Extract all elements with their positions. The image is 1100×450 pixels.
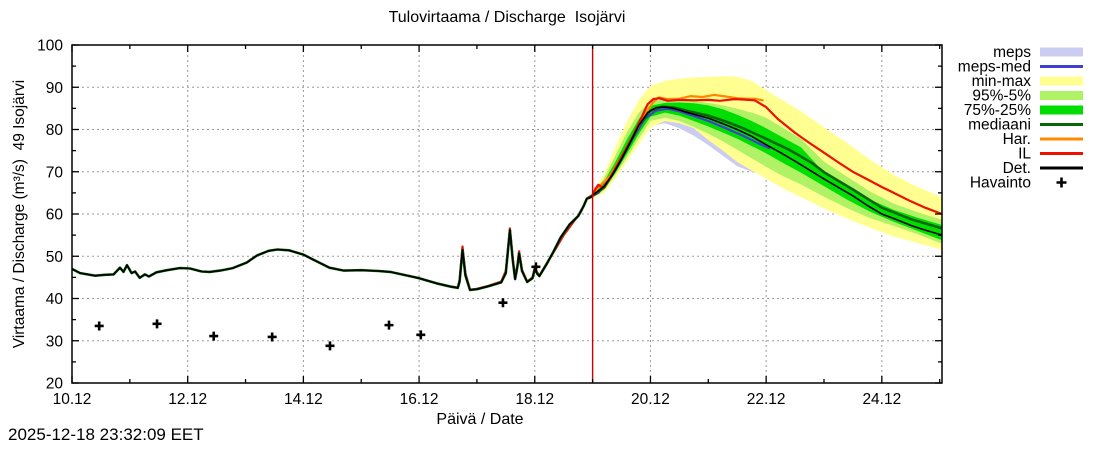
legend-line-swatch bbox=[1040, 166, 1083, 170]
forecast-bands bbox=[593, 76, 942, 250]
tick-label: 10.12 bbox=[53, 391, 92, 408]
p75-25-band bbox=[593, 102, 942, 241]
tick-label: 75%-25% bbox=[964, 102, 1031, 119]
tick-label: 100 bbox=[37, 38, 63, 55]
tick-label: meps bbox=[993, 44, 1031, 61]
legend-item-har-: Har. bbox=[1003, 131, 1083, 148]
legend-item-il: IL bbox=[1018, 146, 1083, 163]
y-axis-label: Virtaama / Discharge (m³/s) 49 Isojärvi bbox=[11, 80, 28, 348]
il-forecast-line bbox=[591, 97, 942, 216]
tick-label: 24.12 bbox=[862, 391, 901, 408]
tick-label: 20.12 bbox=[631, 391, 670, 408]
tick-label: 22.12 bbox=[747, 391, 786, 408]
legend-line-swatch bbox=[1040, 123, 1083, 126]
legend-marker-swatch bbox=[1056, 177, 1067, 188]
legend-line-swatch bbox=[1040, 152, 1083, 155]
tick-label: 40 bbox=[46, 291, 64, 308]
det-history-line bbox=[72, 194, 594, 291]
legend: mepsmeps-medmin-max95%-5%75%-25%mediaani… bbox=[958, 44, 1083, 192]
tick-label: meps-med bbox=[958, 59, 1031, 76]
observation-marker bbox=[384, 320, 394, 330]
legend-band-swatch bbox=[1040, 76, 1083, 86]
observation-marker bbox=[152, 319, 162, 329]
tick-label: mediaani bbox=[968, 117, 1031, 134]
legend-item-min-max: min-max bbox=[972, 73, 1083, 90]
tick-label: 80 bbox=[46, 122, 64, 139]
chart-title: Tulovirtaama / Discharge Isojärvi bbox=[388, 9, 626, 26]
tick-label: Havainto bbox=[970, 175, 1031, 192]
observation-marker bbox=[209, 331, 219, 341]
legend-band-swatch bbox=[1040, 105, 1083, 115]
legend-item-75-25-: 75%-25% bbox=[964, 102, 1083, 119]
legend-item-havainto: Havainto bbox=[970, 175, 1067, 192]
tick-label: Har. bbox=[1003, 131, 1031, 148]
x-axis-label: Päivä / Date bbox=[436, 411, 524, 428]
legend-line-swatch bbox=[1040, 137, 1083, 141]
observation-markers bbox=[94, 262, 541, 351]
tick-label: 60 bbox=[46, 207, 64, 224]
timestamp: 2025-12-18 23:32:09 EET bbox=[8, 425, 204, 444]
y-axis-label-text: Virtaama / Discharge (m³/s) 49 Isojärvi bbox=[11, 80, 28, 348]
legend-item-meps-med: meps-med bbox=[958, 59, 1083, 76]
tick-label: 90 bbox=[46, 80, 64, 97]
observation-marker bbox=[416, 330, 426, 340]
tick-label: 16.12 bbox=[400, 391, 439, 408]
tick-labels: 20 30 40 50 60 70 80 90 100 10.12 12.12 14.12 16.12 1… bbox=[37, 38, 901, 409]
observation-marker bbox=[498, 298, 508, 308]
legend-item-meps: meps bbox=[993, 44, 1083, 61]
tick-label: 70 bbox=[46, 164, 64, 181]
tick-label: 50 bbox=[46, 249, 64, 266]
il-history-line bbox=[446, 193, 594, 291]
tick-label: min-max bbox=[972, 73, 1032, 90]
legend-line-swatch bbox=[1040, 65, 1083, 68]
tick-label: IL bbox=[1018, 146, 1031, 163]
observation-marker bbox=[94, 321, 104, 331]
tick-label: 18.12 bbox=[515, 391, 554, 408]
p95-5-band bbox=[593, 99, 942, 244]
legend-band-swatch bbox=[1040, 47, 1083, 57]
grid-lines bbox=[72, 45, 942, 383]
observation-marker bbox=[531, 262, 541, 272]
legend-item-mediaani: mediaani bbox=[968, 117, 1083, 134]
tick-label: 14.12 bbox=[284, 391, 323, 408]
legend-item-95-5-: 95%-5% bbox=[972, 88, 1083, 105]
legend-band-swatch bbox=[1040, 91, 1083, 100]
tick-label: Det. bbox=[1003, 160, 1031, 177]
observation-marker bbox=[267, 332, 277, 342]
tick-label: 12.12 bbox=[168, 391, 207, 408]
legend-item-det-: Det. bbox=[1003, 160, 1083, 177]
axes bbox=[71, 44, 943, 384]
tick-label: 95%-5% bbox=[972, 88, 1031, 105]
tick-label: 30 bbox=[46, 333, 64, 350]
tick-label: 20 bbox=[46, 376, 64, 393]
det-forecast-line bbox=[591, 106, 942, 236]
observation-marker bbox=[325, 341, 335, 351]
